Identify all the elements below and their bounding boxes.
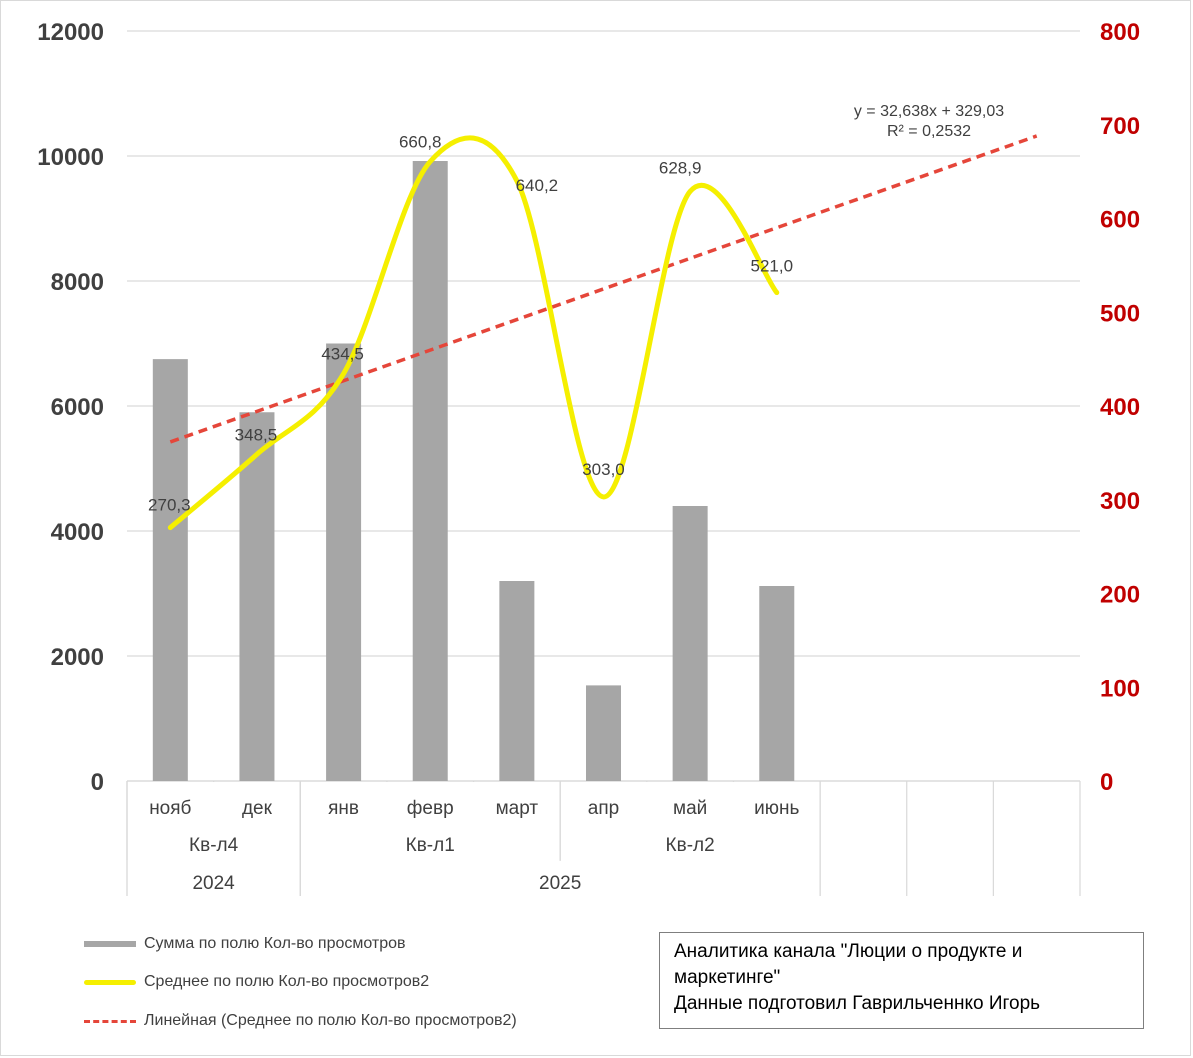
note-line-3: Данные подготовил Гаврильченнко Игорь <box>674 993 1041 1014</box>
x-group-label-quarter: Кв-л4 <box>189 835 239 856</box>
bar <box>239 412 275 781</box>
trend-r-squared: R² = 0,2532 <box>887 123 971 140</box>
y-right-tick-label: 400 <box>1100 394 1140 421</box>
x-tick-label: нояб <box>149 798 191 819</box>
x-group-label-year: 2024 <box>192 873 235 894</box>
legend-item-line: Среднее по полю Кол-во просмотров2 <box>84 970 429 994</box>
x-group-label-quarter: Кв-л2 <box>666 835 715 856</box>
y-right-tick-label: 600 <box>1100 207 1140 234</box>
data-label: 270,3 <box>148 496 191 515</box>
y-right-tick-label: 500 <box>1100 300 1140 327</box>
legend-label-bars: Сумма по полю Кол-во просмотров <box>144 935 406 952</box>
legend-swatch-line <box>84 979 136 985</box>
y-right-tick-label: 800 <box>1100 19 1140 46</box>
trend-equation: y = 32,638x + 329,03 <box>854 103 1004 120</box>
x-tick-label: апр <box>588 798 619 819</box>
y-right-tick-label: 0 <box>1100 769 1113 796</box>
y-left-tick-label: 2000 <box>51 644 104 671</box>
y-left-tick-label: 4000 <box>51 519 104 546</box>
note-box: Аналитика канала "Люции о продукте и мар… <box>659 932 1144 1029</box>
data-label: 521,0 <box>750 257 793 276</box>
data-label: 640,2 <box>516 176 559 195</box>
x-group-label-year: 2025 <box>539 873 581 894</box>
data-label: 434,5 <box>321 345 364 364</box>
x-tick-label: май <box>673 798 707 819</box>
y-left-tick-label: 0 <box>91 769 104 796</box>
bar <box>326 343 362 781</box>
x-tick-label: март <box>496 798 539 819</box>
y-right-tick-label: 100 <box>1100 675 1140 702</box>
note-line-2: маркетинге" <box>674 967 781 988</box>
data-label: 348,5 <box>235 425 278 444</box>
y-left-tick-label: 10000 <box>37 144 104 171</box>
bar <box>672 506 708 781</box>
x-tick-label: янв <box>328 798 359 819</box>
x-tick-label: февр <box>407 798 454 819</box>
y-right-tick-label: 700 <box>1100 113 1140 140</box>
bar <box>586 685 621 781</box>
x-tick-label: июнь <box>754 798 799 819</box>
bar <box>759 586 795 781</box>
y-left-tick-label: 8000 <box>51 269 104 296</box>
bar <box>152 359 188 781</box>
series-line <box>167 135 780 531</box>
y-left-tick-label: 6000 <box>51 394 104 421</box>
legend-label-trend: Линейная (Среднее по полю Кол-во просмот… <box>144 1012 517 1029</box>
data-label: 628,9 <box>659 158 702 177</box>
legend-label-line: Среднее по полю Кол-во просмотров2 <box>144 973 430 990</box>
note-line-1: Аналитика канала "Люции о продукте и <box>674 941 1023 962</box>
x-group-label-quarter: Кв-л1 <box>406 835 455 856</box>
bar <box>412 161 448 781</box>
legend-item-bars: Сумма по полю Кол-во просмотров <box>84 932 406 956</box>
y-right-tick-label: 200 <box>1100 582 1140 609</box>
data-label: 660,8 <box>399 133 442 152</box>
legend-swatch-trend <box>84 1019 136 1023</box>
y-left-tick-label: 12000 <box>37 19 104 46</box>
bar <box>499 581 535 781</box>
trendline <box>169 134 1038 444</box>
legend-swatch-bars <box>84 941 136 947</box>
y-right-tick-label: 300 <box>1100 488 1140 515</box>
x-tick-label: дек <box>242 798 273 819</box>
data-label: 303,0 <box>582 460 625 479</box>
legend-item-trend: Линейная (Среднее по полю Кол-во просмот… <box>84 1009 517 1033</box>
